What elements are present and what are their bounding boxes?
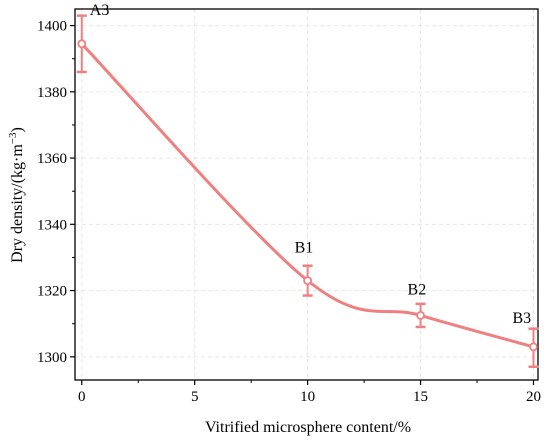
y-axis-title: Dry density/(kg·m−3)	[7, 127, 26, 263]
x-tick-label: 20	[526, 389, 541, 405]
data-point	[303, 276, 313, 286]
y-tick-label: 1340	[37, 217, 67, 233]
data-point	[77, 39, 87, 49]
y-tick-label: 1320	[37, 284, 67, 300]
y-tick-label: 1380	[37, 85, 67, 101]
ticks: 0 5 10 15 20 1300 1320 1340 1360 1380 1400	[37, 19, 541, 405]
x-axis-title: Vitrified microsphere content/%	[205, 419, 411, 436]
point-label: B2	[408, 281, 427, 298]
y-axis-title-close: )	[9, 127, 26, 132]
y-axis-title-main: Dry density/(kg·m	[9, 144, 26, 263]
y-tick-label: 1300	[37, 350, 67, 366]
plot-frame	[74, 8, 539, 381]
x-tick-label: 5	[191, 389, 199, 405]
series-line	[80, 42, 534, 349]
y-axis-title-sup: −3	[7, 132, 19, 144]
x-tick-label: 15	[413, 389, 428, 405]
point-label: B3	[512, 310, 531, 327]
grid	[75, 9, 538, 380]
x-tick-label: 10	[300, 389, 315, 405]
point-label: B1	[295, 240, 314, 257]
y-tick-label: 1400	[37, 19, 67, 35]
x-tick-label: 0	[78, 389, 86, 405]
series-curve	[80, 42, 534, 349]
point-label: A3	[90, 2, 110, 19]
data-point	[416, 311, 425, 320]
data-point	[529, 342, 538, 352]
data-points: A3 B1 B2 B3	[76, 2, 539, 368]
y-tick-label: 1360	[37, 151, 67, 167]
